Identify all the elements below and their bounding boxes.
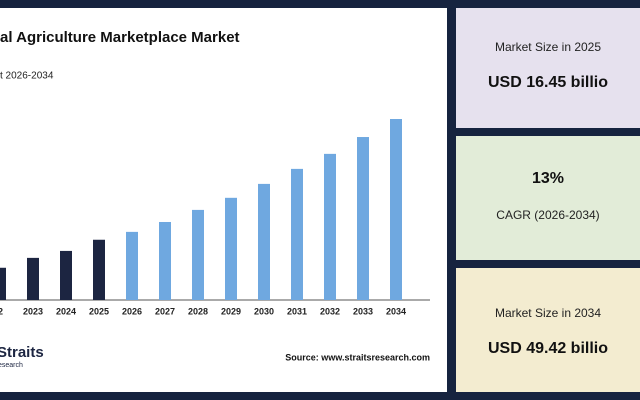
card-label: Market Size in 2034 (494, 306, 602, 320)
chart: al Agriculture Marketplace Market t 2026… (0, 29, 430, 369)
bar (60, 250, 72, 300)
chart-title: al Agriculture Marketplace Market (0, 29, 240, 46)
card: Market Size in 2034 USD 49.42 billio (456, 268, 640, 392)
x-tick-label: 2031 (287, 306, 307, 316)
card-value: USD 49.42 billio (487, 340, 609, 357)
bar (192, 209, 204, 300)
bar (324, 153, 336, 300)
x-tick-label: 2034 (386, 306, 406, 316)
x-tick-label: 2023 (23, 306, 43, 316)
bar (126, 231, 138, 300)
logo: Straits (0, 344, 44, 361)
bar (225, 197, 237, 300)
x-tick-label: 22 (0, 306, 3, 316)
bar (27, 257, 39, 300)
x-tick-label: 2024 (56, 306, 76, 316)
chart-subtitle: t 2026-2034 (0, 71, 54, 82)
card: Market Size in 2025 USD 16.45 billio (456, 8, 640, 128)
chart-panel: al Agriculture Marketplace Market t 2026… (0, 8, 447, 392)
bar (357, 137, 369, 300)
card: 13% CAGR (2026-2034) (456, 136, 640, 260)
bar (159, 221, 171, 300)
x-tick-label: 2028 (188, 306, 208, 316)
bar (291, 168, 303, 300)
logo-sub: esearch (0, 362, 23, 369)
card-value: 13% (531, 170, 565, 187)
bar (93, 239, 105, 300)
x-tick-label: 2032 (320, 306, 340, 316)
bar (258, 183, 270, 300)
card-label: Market Size in 2025 (494, 40, 602, 54)
bar (390, 119, 402, 300)
source: Source: www.straitsresearch.com (285, 352, 430, 362)
x-tick-label: 2033 (353, 306, 373, 316)
x-tick-label: 2027 (155, 306, 175, 316)
bar (0, 267, 6, 300)
x-tick-label: 2030 (254, 306, 274, 316)
card-label: CAGR (2026-2034) (496, 208, 600, 222)
x-tick-label: 2026 (122, 306, 142, 316)
x-tick-label: 2029 (221, 306, 241, 316)
x-tick-label: 2025 (89, 306, 109, 316)
card-value: USD 16.45 billio (487, 74, 609, 91)
